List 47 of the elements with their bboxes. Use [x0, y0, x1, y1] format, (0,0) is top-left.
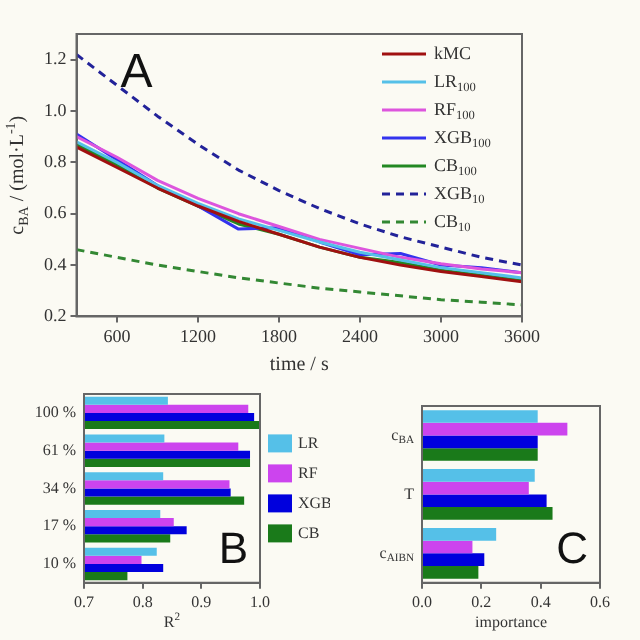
- x-tick-label: 0.6: [590, 592, 610, 611]
- y-tick-label: 10 %: [42, 554, 77, 573]
- x-axis-title: importance: [475, 612, 548, 631]
- x-tick-label: 3600: [504, 325, 541, 346]
- bar: [423, 448, 538, 461]
- y-tick-label: 17 %: [42, 516, 77, 535]
- annotation: B: [218, 522, 248, 573]
- x-tick-label: 0.4: [530, 592, 551, 611]
- legend-label: CB: [298, 523, 320, 542]
- x-tick-label: 0.9: [191, 592, 212, 611]
- x-tick-label: 600: [103, 325, 132, 346]
- y-tick-label: 0.4: [44, 253, 68, 274]
- x-tick-label: 0.8: [132, 592, 153, 611]
- y-tick-label: 34 %: [42, 478, 77, 497]
- annotation: C: [556, 522, 589, 573]
- annotation: A: [120, 45, 153, 100]
- y-tick-label: 0.6: [44, 202, 68, 223]
- x-tick-label: 1.0: [250, 592, 270, 611]
- x-tick-label: 0.0: [412, 592, 432, 611]
- bar: [423, 481, 529, 495]
- bar: [423, 527, 497, 541]
- bar: [423, 435, 538, 449]
- legend-label: kMC: [434, 42, 472, 63]
- bar: [423, 553, 485, 566]
- bar: [423, 494, 547, 508]
- bar: [423, 540, 473, 554]
- bar: [423, 507, 553, 520]
- y-tick-label: 1.0: [44, 99, 68, 120]
- y-tick-label: 100 %: [34, 403, 77, 422]
- y-tick-label: 0.2: [44, 305, 67, 326]
- y-tick-label: 61 %: [42, 440, 77, 459]
- x-tick-label: 1200: [180, 325, 217, 346]
- y-tick-label: T: [404, 484, 415, 503]
- x-tick-label: 0.7: [74, 592, 94, 611]
- bar: [423, 469, 535, 482]
- x-axis-title: time / s: [269, 353, 329, 376]
- y-tick-label: 0.8: [44, 151, 68, 172]
- bar: [423, 422, 568, 436]
- bar: [423, 410, 538, 423]
- legend-label: RF: [298, 463, 319, 482]
- legend-label: LR: [298, 433, 320, 452]
- x-tick-label: 0.2: [471, 592, 492, 611]
- x-tick-label: 1800: [261, 325, 298, 346]
- bar: [423, 566, 479, 579]
- y-tick-label: 1.2: [44, 48, 67, 69]
- x-tick-label: 2400: [342, 325, 379, 346]
- x-tick-label: 3000: [423, 325, 460, 346]
